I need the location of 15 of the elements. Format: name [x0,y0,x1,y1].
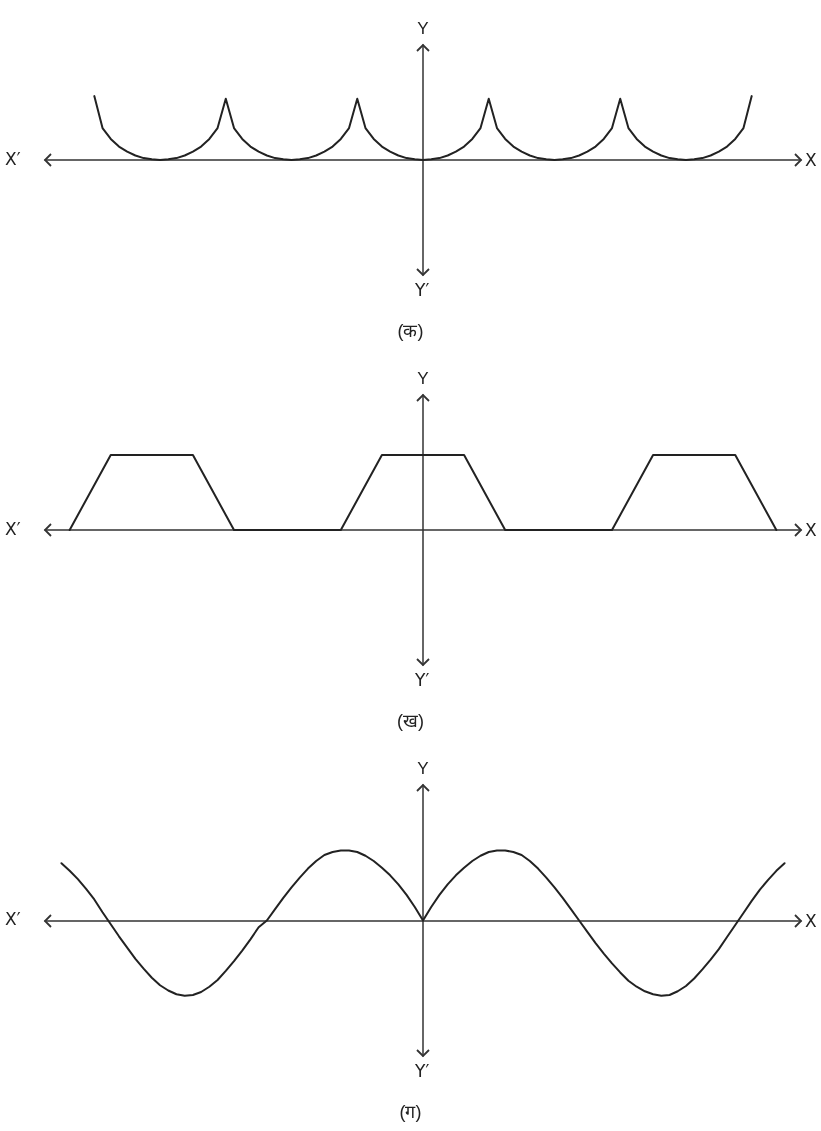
text: Y′ [414,1060,430,1081]
x-axis-title: X [805,520,817,540]
text: X′ [5,148,21,169]
text: X′ [5,909,21,929]
text: Y′ [414,669,430,690]
text: (क) [397,321,424,341]
text: (ख) [397,711,424,731]
text: X′ [5,518,21,539]
y-axis-title: Y [417,19,429,38]
text: Y′ [414,279,430,300]
y-axis-title: Y [417,759,429,778]
x-axis-title: X [805,910,817,931]
x-axis-title: X [805,150,817,170]
y-axis-title: Y [417,369,429,388]
text: (ग) [399,1102,422,1122]
